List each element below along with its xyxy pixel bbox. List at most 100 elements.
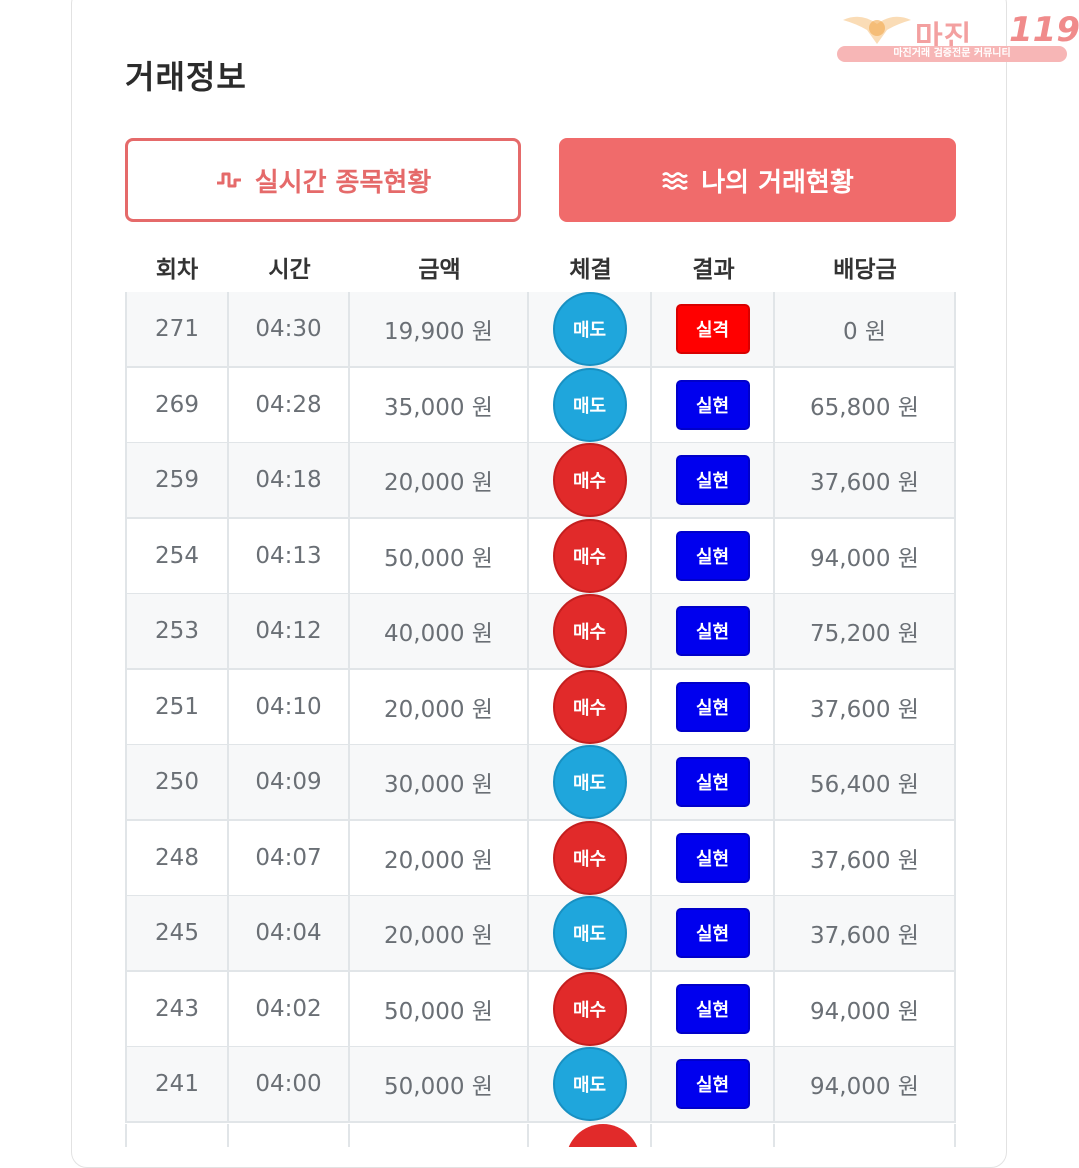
cell-amount: 19,900 원	[350, 292, 529, 368]
cell-round-text: 254	[155, 542, 199, 569]
cell-result: 실현	[652, 1047, 775, 1123]
header-result: 결과	[692, 257, 735, 283]
header-round: 회차	[155, 257, 199, 283]
buy-badge: 매수	[552, 594, 627, 668]
cell-payout: 75,200 원	[775, 594, 956, 670]
cell-time-text: 04:12	[255, 618, 322, 644]
cell-result: 실현	[652, 669, 775, 746]
buy-badge: 매수	[552, 443, 627, 517]
buy-badge: 매수	[552, 518, 627, 593]
my-trade-status-button[interactable]: 나의 거래현황	[559, 138, 956, 222]
realized-badge: 실현	[675, 530, 750, 581]
header-execution: 체결	[569, 257, 612, 283]
cell-amount-text: 50,000 원	[384, 998, 493, 1025]
cell-round: 254	[125, 518, 229, 595]
cell-round: 253	[125, 594, 229, 670]
cell-payout-text: 0 원	[842, 319, 887, 345]
cell-time: 04:13	[229, 518, 350, 595]
cell-amount-text: 50,000 원	[384, 545, 493, 572]
table-row: 271 04:30 19,900 원 매도 실격 0 원	[125, 292, 956, 368]
table-row: 269 04:28 35,000 원 매도 실현 65,800 원	[125, 367, 956, 444]
cell-payout-text: 75,200 원	[810, 621, 919, 647]
cell-round-text: 241	[155, 1071, 199, 1097]
watermark-number: 119	[1009, 10, 1079, 50]
cell-result: 실현	[652, 745, 775, 821]
buy-badge: 매수	[552, 971, 627, 1046]
cell-amount-text: 19,900 원	[384, 319, 493, 345]
cell-execution: 매수	[529, 669, 652, 746]
cell-amount-text: 50,000 원	[384, 1074, 493, 1100]
cell-round-text: 259	[155, 467, 199, 493]
cell-amount: 20,000 원	[350, 669, 529, 746]
cell-round: 243	[125, 971, 229, 1048]
realized-badge: 실현	[675, 455, 750, 505]
table-row: 250 04:09 30,000 원 매도 실현 56,400 원	[125, 745, 956, 821]
cell-round: 245	[125, 896, 229, 972]
cell-payout-text: 37,600 원	[810, 923, 919, 949]
realtime-status-button[interactable]: 실시간 종목현황	[125, 138, 521, 222]
cell-time-text: 04:18	[255, 467, 322, 493]
cell-execution: 매수	[529, 971, 652, 1048]
cell-result: 실현	[652, 594, 775, 670]
cell-payout: 56,400 원	[775, 745, 956, 821]
realized-badge: 실현	[675, 681, 750, 732]
cell-result: 실현	[652, 518, 775, 595]
realized-badge: 실현	[675, 379, 750, 430]
cell-time: 04:02	[229, 971, 350, 1048]
cell-time-text: 04:07	[255, 844, 322, 871]
cell-amount: 50,000 원	[350, 518, 529, 595]
cell-round: 271	[125, 292, 229, 368]
cell-time-text: 04:00	[255, 1071, 322, 1097]
cell-execution: 매도	[529, 367, 652, 444]
sell-badge: 매도	[552, 292, 627, 366]
cell-execution: 매수	[529, 594, 652, 670]
page-title: 거래정보	[125, 58, 247, 96]
cell-payout-text: 94,000 원	[810, 998, 919, 1025]
cell-round-text: 250	[155, 769, 199, 795]
partial-next-row	[125, 1124, 956, 1147]
realized-badge: 실현	[675, 983, 750, 1034]
cell-time: 04:07	[229, 820, 350, 897]
table-row: 241 04:00 50,000 원 매도 실현 94,000 원	[125, 1047, 956, 1123]
cell-execution: 매도	[529, 292, 652, 368]
pulse-icon	[215, 169, 243, 191]
cell-payout: 37,600 원	[775, 820, 956, 897]
cell-payout-text: 94,000 원	[810, 545, 919, 572]
realized-badge: 실현	[675, 606, 750, 656]
cell-payout: 94,000 원	[775, 518, 956, 595]
cell-time: 04:00	[229, 1047, 350, 1123]
cell-payout-text: 37,600 원	[810, 847, 919, 874]
cell-execution: 매도	[529, 1047, 652, 1123]
table-row: 251 04:10 20,000 원 매수 실현 37,600 원	[125, 669, 956, 746]
cell-time-text: 04:02	[255, 995, 322, 1022]
cell-time-text: 04:04	[255, 920, 322, 946]
cell-payout: 65,800 원	[775, 367, 956, 444]
cell-execution: 매도	[529, 745, 652, 821]
realized-badge: 실현	[675, 1059, 750, 1109]
disqualified-badge: 실격	[675, 304, 750, 354]
cell-round: 259	[125, 443, 229, 519]
cell-round: 250	[125, 745, 229, 821]
cell-result: 실현	[652, 367, 775, 444]
cell-execution: 매수	[529, 443, 652, 519]
cell-execution: 매수	[529, 820, 652, 897]
sell-badge: 매도	[552, 896, 627, 970]
cell-round-text: 269	[155, 391, 199, 418]
wave-icon	[661, 169, 689, 191]
my-trade-status-label: 나의 거래현황	[701, 167, 854, 198]
cell-amount: 35,000 원	[350, 367, 529, 444]
cell-amount: 30,000 원	[350, 745, 529, 821]
cell-round: 251	[125, 669, 229, 746]
cell-payout-text: 94,000 원	[810, 1074, 919, 1100]
cell-result: 실현	[652, 820, 775, 897]
cell-payout: 94,000 원	[775, 971, 956, 1048]
sell-badge: 매도	[552, 1047, 627, 1121]
cell-time-text: 04:30	[255, 316, 322, 342]
cell-time-text: 04:28	[255, 391, 322, 418]
table-header: 회차 시간 금액 체결 결과 배당금	[125, 252, 955, 292]
watermark-logo: 마진 119 마진거래 검증전문 커뮤니티	[835, 8, 1079, 64]
cell-amount-text: 35,000 원	[384, 394, 493, 421]
buy-badge: 매수	[552, 669, 627, 744]
header-time: 시간	[268, 257, 311, 283]
